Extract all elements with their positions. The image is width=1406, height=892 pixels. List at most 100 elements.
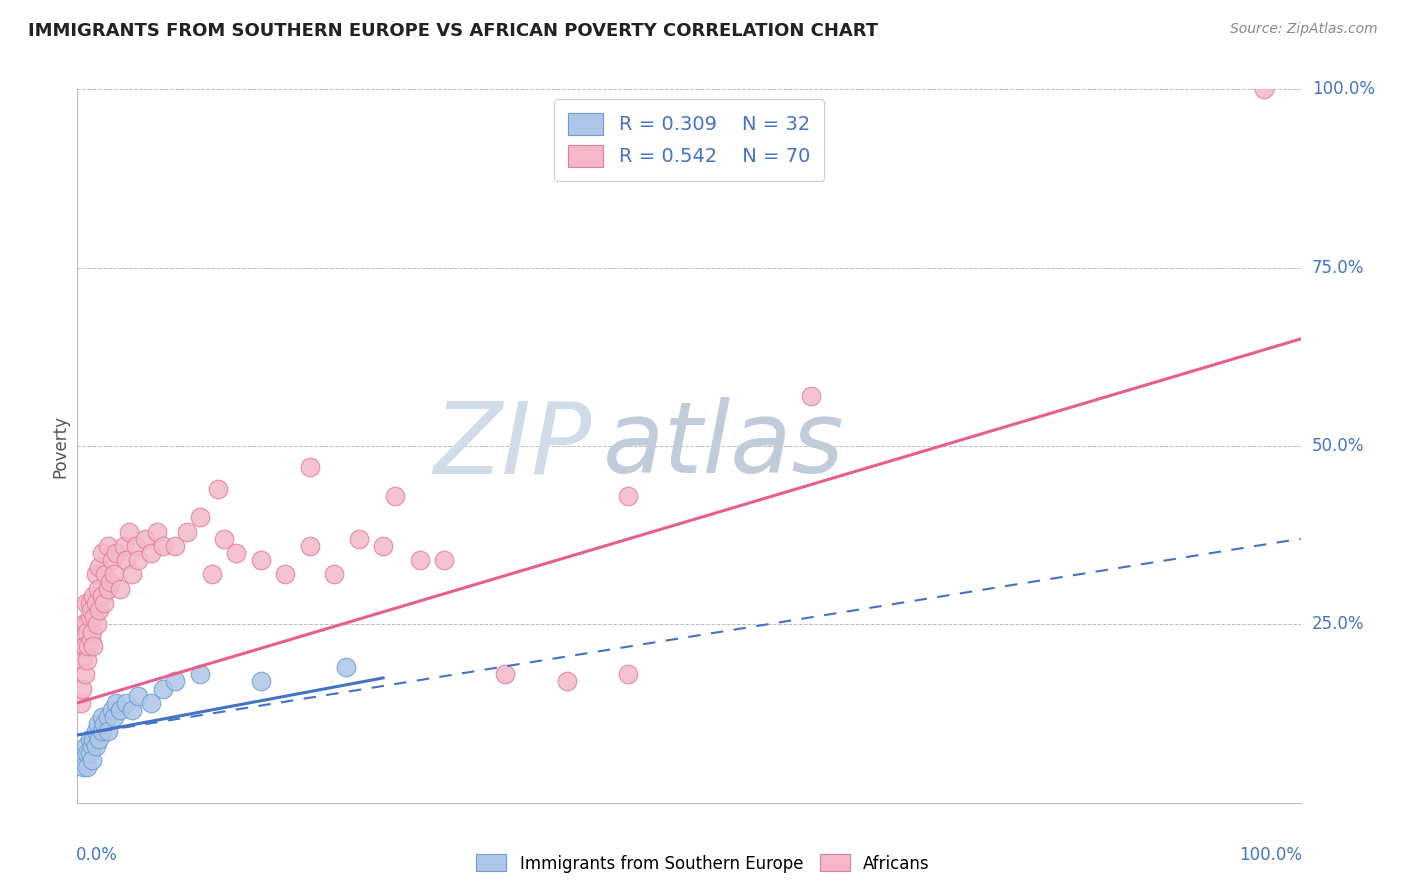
Point	[72, 760, 94, 774]
Y-axis label: Poverty: Poverty	[51, 415, 69, 477]
Point	[100, 703, 122, 717]
Point	[79, 610, 101, 624]
Point	[83, 610, 105, 624]
Point	[152, 681, 174, 696]
Point	[93, 596, 115, 610]
Text: atlas: atlas	[603, 398, 845, 494]
Point	[79, 731, 101, 746]
Point	[127, 689, 149, 703]
Point	[103, 567, 125, 582]
Point	[86, 617, 108, 632]
Point	[80, 603, 103, 617]
Point	[115, 696, 138, 710]
Point	[72, 753, 94, 767]
Point	[90, 546, 112, 560]
Point	[188, 510, 211, 524]
Point	[97, 582, 120, 596]
Point	[127, 553, 149, 567]
Point	[139, 696, 162, 710]
Point	[87, 582, 110, 596]
Point	[75, 596, 97, 610]
Point	[250, 674, 273, 689]
Point	[93, 717, 115, 731]
Point	[134, 532, 156, 546]
Point	[80, 753, 103, 767]
Text: 50.0%: 50.0%	[1312, 437, 1364, 455]
Point	[80, 624, 103, 639]
Point	[433, 553, 456, 567]
Point	[76, 760, 98, 774]
Point	[115, 553, 138, 567]
Legend: Immigrants from Southern Europe, Africans: Immigrants from Southern Europe, African…	[470, 847, 936, 880]
Point	[152, 539, 174, 553]
Text: 0.0%: 0.0%	[76, 846, 118, 863]
Point	[76, 653, 98, 667]
Text: 25.0%: 25.0%	[1312, 615, 1364, 633]
Point	[176, 524, 198, 539]
Point	[274, 567, 297, 582]
Point	[146, 524, 169, 539]
Point	[250, 553, 273, 567]
Text: Source: ZipAtlas.com: Source: ZipAtlas.com	[1230, 22, 1378, 37]
Point	[108, 582, 131, 596]
Point	[105, 546, 128, 560]
Point	[72, 639, 94, 653]
Point	[335, 660, 357, 674]
Point	[84, 724, 107, 739]
Point	[97, 724, 120, 739]
Point	[89, 731, 111, 746]
Point	[555, 674, 578, 689]
Point	[207, 482, 229, 496]
Text: ZIP: ZIP	[433, 398, 591, 494]
Point	[77, 639, 100, 653]
Point	[80, 632, 103, 646]
Point	[121, 567, 143, 582]
Point	[98, 574, 121, 589]
Point	[84, 596, 107, 610]
Point	[201, 567, 224, 582]
Point	[298, 460, 321, 475]
Point	[105, 696, 128, 710]
Point	[87, 717, 110, 731]
Text: IMMIGRANTS FROM SOUTHERN EUROPE VS AFRICAN POVERTY CORRELATION CHART: IMMIGRANTS FROM SOUTHERN EUROPE VS AFRIC…	[28, 22, 879, 40]
Point	[70, 681, 93, 696]
Point	[82, 639, 104, 653]
Point	[384, 489, 406, 503]
Point	[97, 710, 120, 724]
Point	[165, 674, 187, 689]
Point	[188, 667, 211, 681]
Point	[70, 653, 93, 667]
Point	[82, 731, 104, 746]
Point	[100, 553, 122, 567]
Point	[90, 589, 112, 603]
Point	[1253, 82, 1275, 96]
Point	[118, 524, 141, 539]
Text: 75.0%: 75.0%	[1312, 259, 1364, 277]
Point	[82, 589, 104, 603]
Point	[84, 739, 107, 753]
Point	[121, 703, 143, 717]
Point	[225, 546, 247, 560]
Point	[84, 567, 107, 582]
Point	[125, 539, 148, 553]
Point	[165, 539, 187, 553]
Point	[495, 667, 517, 681]
Point	[112, 539, 135, 553]
Point	[347, 532, 370, 546]
Point	[76, 746, 98, 760]
Point	[108, 703, 131, 717]
Point	[800, 389, 823, 403]
Point	[75, 739, 97, 753]
Point	[89, 603, 111, 617]
Point	[298, 539, 321, 553]
Point	[371, 539, 394, 553]
Text: 100.0%: 100.0%	[1312, 80, 1375, 98]
Point	[97, 539, 120, 553]
Point	[70, 696, 93, 710]
Point	[323, 567, 346, 582]
Point	[80, 739, 103, 753]
Point	[409, 553, 432, 567]
Point	[90, 724, 112, 739]
Point	[79, 746, 101, 760]
Point	[79, 596, 101, 610]
